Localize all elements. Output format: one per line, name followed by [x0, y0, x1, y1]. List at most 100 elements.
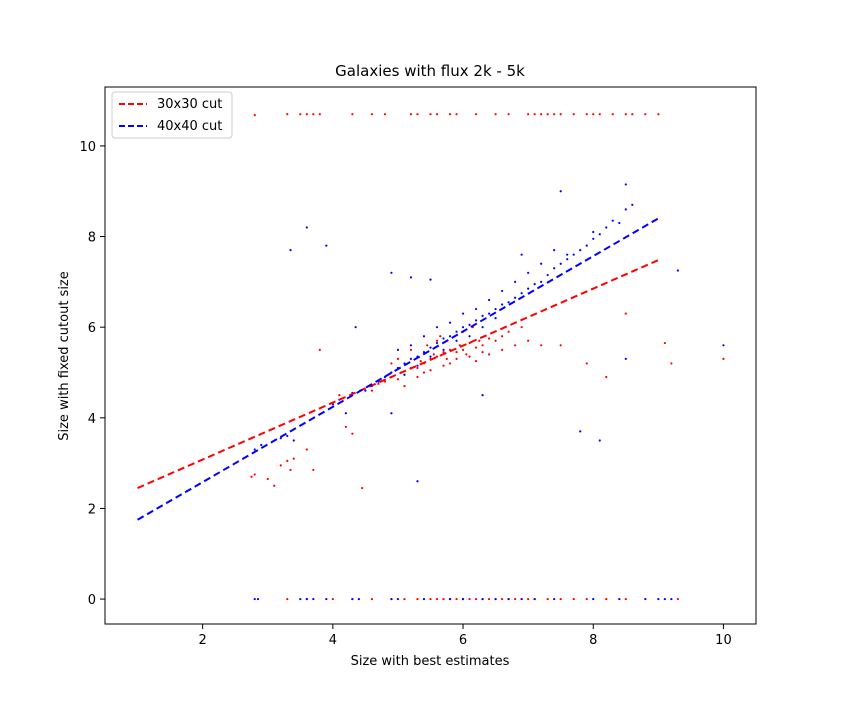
data-point-30x30 [279, 464, 282, 467]
data-point-40x40 [344, 412, 347, 415]
data-point-30x30 [624, 312, 627, 315]
data-point-40x40 [461, 326, 465, 329]
data-point-40x40 [289, 249, 292, 252]
data-point-40x40 [299, 597, 302, 601]
data-point-30x30 [318, 348, 321, 351]
data-point-30x30 [474, 113, 478, 116]
data-point-40x40 [416, 480, 419, 483]
x-tick-label: 4 [329, 633, 337, 648]
data-point-30x30 [533, 113, 536, 116]
data-point-30x30 [605, 597, 608, 601]
data-point-30x30 [481, 344, 484, 347]
data-point-40x40 [461, 312, 465, 315]
data-point-30x30 [344, 425, 347, 428]
data-point-30x30 [553, 113, 556, 116]
data-point-40x40 [644, 597, 647, 601]
data-point-40x40 [403, 373, 406, 376]
data-point-30x30 [494, 113, 497, 116]
data-point-30x30 [409, 113, 413, 116]
data-point-40x40 [253, 597, 256, 601]
data-point-40x40 [409, 344, 413, 347]
data-point-40x40 [618, 221, 621, 225]
data-point-30x30 [478, 339, 481, 342]
data-point-30x30 [253, 114, 256, 117]
data-point-30x30 [370, 113, 374, 116]
data-point-40x40 [448, 597, 452, 601]
data-point-40x40 [670, 597, 673, 601]
data-point-40x40 [435, 341, 439, 345]
data-point-30x30 [331, 597, 334, 601]
legend: 30x30 cut 40x40 cut [111, 91, 233, 139]
data-point-30x30 [585, 113, 588, 116]
data-point-40x40 [435, 326, 439, 329]
data-point-40x40 [390, 412, 393, 415]
data-point-30x30 [559, 597, 562, 601]
data-point-40x40 [624, 183, 627, 186]
data-point-30x30 [501, 335, 504, 338]
data-point-40x40 [527, 271, 530, 274]
data-point-30x30 [409, 348, 413, 351]
data-point-30x30 [429, 113, 432, 116]
data-point-30x30 [292, 457, 295, 460]
data-point-30x30 [429, 369, 432, 372]
data-point-40x40 [566, 253, 569, 256]
data-point-30x30 [435, 597, 439, 601]
data-point-40x40 [455, 339, 458, 342]
data-point-30x30 [501, 597, 504, 601]
data-point-40x40 [305, 597, 308, 601]
data-point-40x40 [429, 355, 432, 358]
data-point-40x40 [429, 278, 432, 281]
data-point-30x30 [487, 353, 491, 356]
data-point-40x40 [448, 321, 452, 324]
fit-lines-layer [137, 217, 659, 521]
data-point-40x40 [546, 273, 549, 277]
data-point-30x30 [448, 362, 452, 365]
data-point-30x30 [644, 113, 647, 116]
data-point-30x30 [546, 113, 549, 116]
data-point-30x30 [598, 113, 601, 116]
data-point-30x30 [559, 113, 562, 116]
data-point-30x30 [507, 113, 510, 116]
data-point-30x30 [429, 597, 432, 601]
data-point-30x30 [390, 362, 393, 365]
data-point-40x40 [520, 292, 523, 295]
data-point-40x40 [553, 597, 556, 601]
data-point-30x30 [273, 484, 276, 487]
data-point-40x40 [481, 326, 484, 329]
data-point-40x40 [494, 597, 497, 601]
data-point-30x30 [474, 360, 478, 363]
data-point-40x40 [631, 203, 634, 206]
data-point-40x40 [422, 335, 426, 338]
x-tick-label: 8 [589, 633, 597, 648]
data-point-30x30 [416, 113, 419, 116]
data-point-40x40 [657, 597, 660, 601]
data-point-30x30 [461, 348, 465, 351]
data-point-40x40 [611, 219, 614, 222]
data-point-40x40 [260, 443, 263, 447]
y-tick-label: 8 [88, 231, 96, 246]
data-point-40x40 [592, 237, 595, 240]
data-point-40x40 [514, 296, 517, 299]
data-point-40x40 [442, 337, 445, 340]
data-point-40x40 [572, 253, 575, 256]
data-point-40x40 [501, 289, 504, 293]
data-point-40x40 [325, 244, 328, 247]
data-point-40x40 [364, 389, 367, 392]
data-point-30x30 [624, 597, 627, 601]
data-point-30x30 [422, 371, 426, 374]
data-point-30x30 [474, 597, 478, 601]
data-point-30x30 [442, 351, 445, 354]
data-point-30x30 [266, 477, 269, 481]
data-point-30x30 [416, 597, 419, 601]
fit-line-40x40 [137, 217, 659, 521]
data-point-30x30 [514, 597, 517, 601]
data-point-30x30 [403, 597, 406, 601]
data-point-30x30 [370, 389, 374, 392]
data-point-40x40 [585, 244, 588, 247]
data-point-40x40 [605, 226, 608, 229]
data-point-30x30 [305, 448, 308, 451]
data-point-30x30 [448, 113, 452, 116]
data-point-30x30 [250, 475, 253, 478]
data-point-40x40 [494, 317, 497, 320]
x-tick-label: 6 [459, 633, 467, 648]
